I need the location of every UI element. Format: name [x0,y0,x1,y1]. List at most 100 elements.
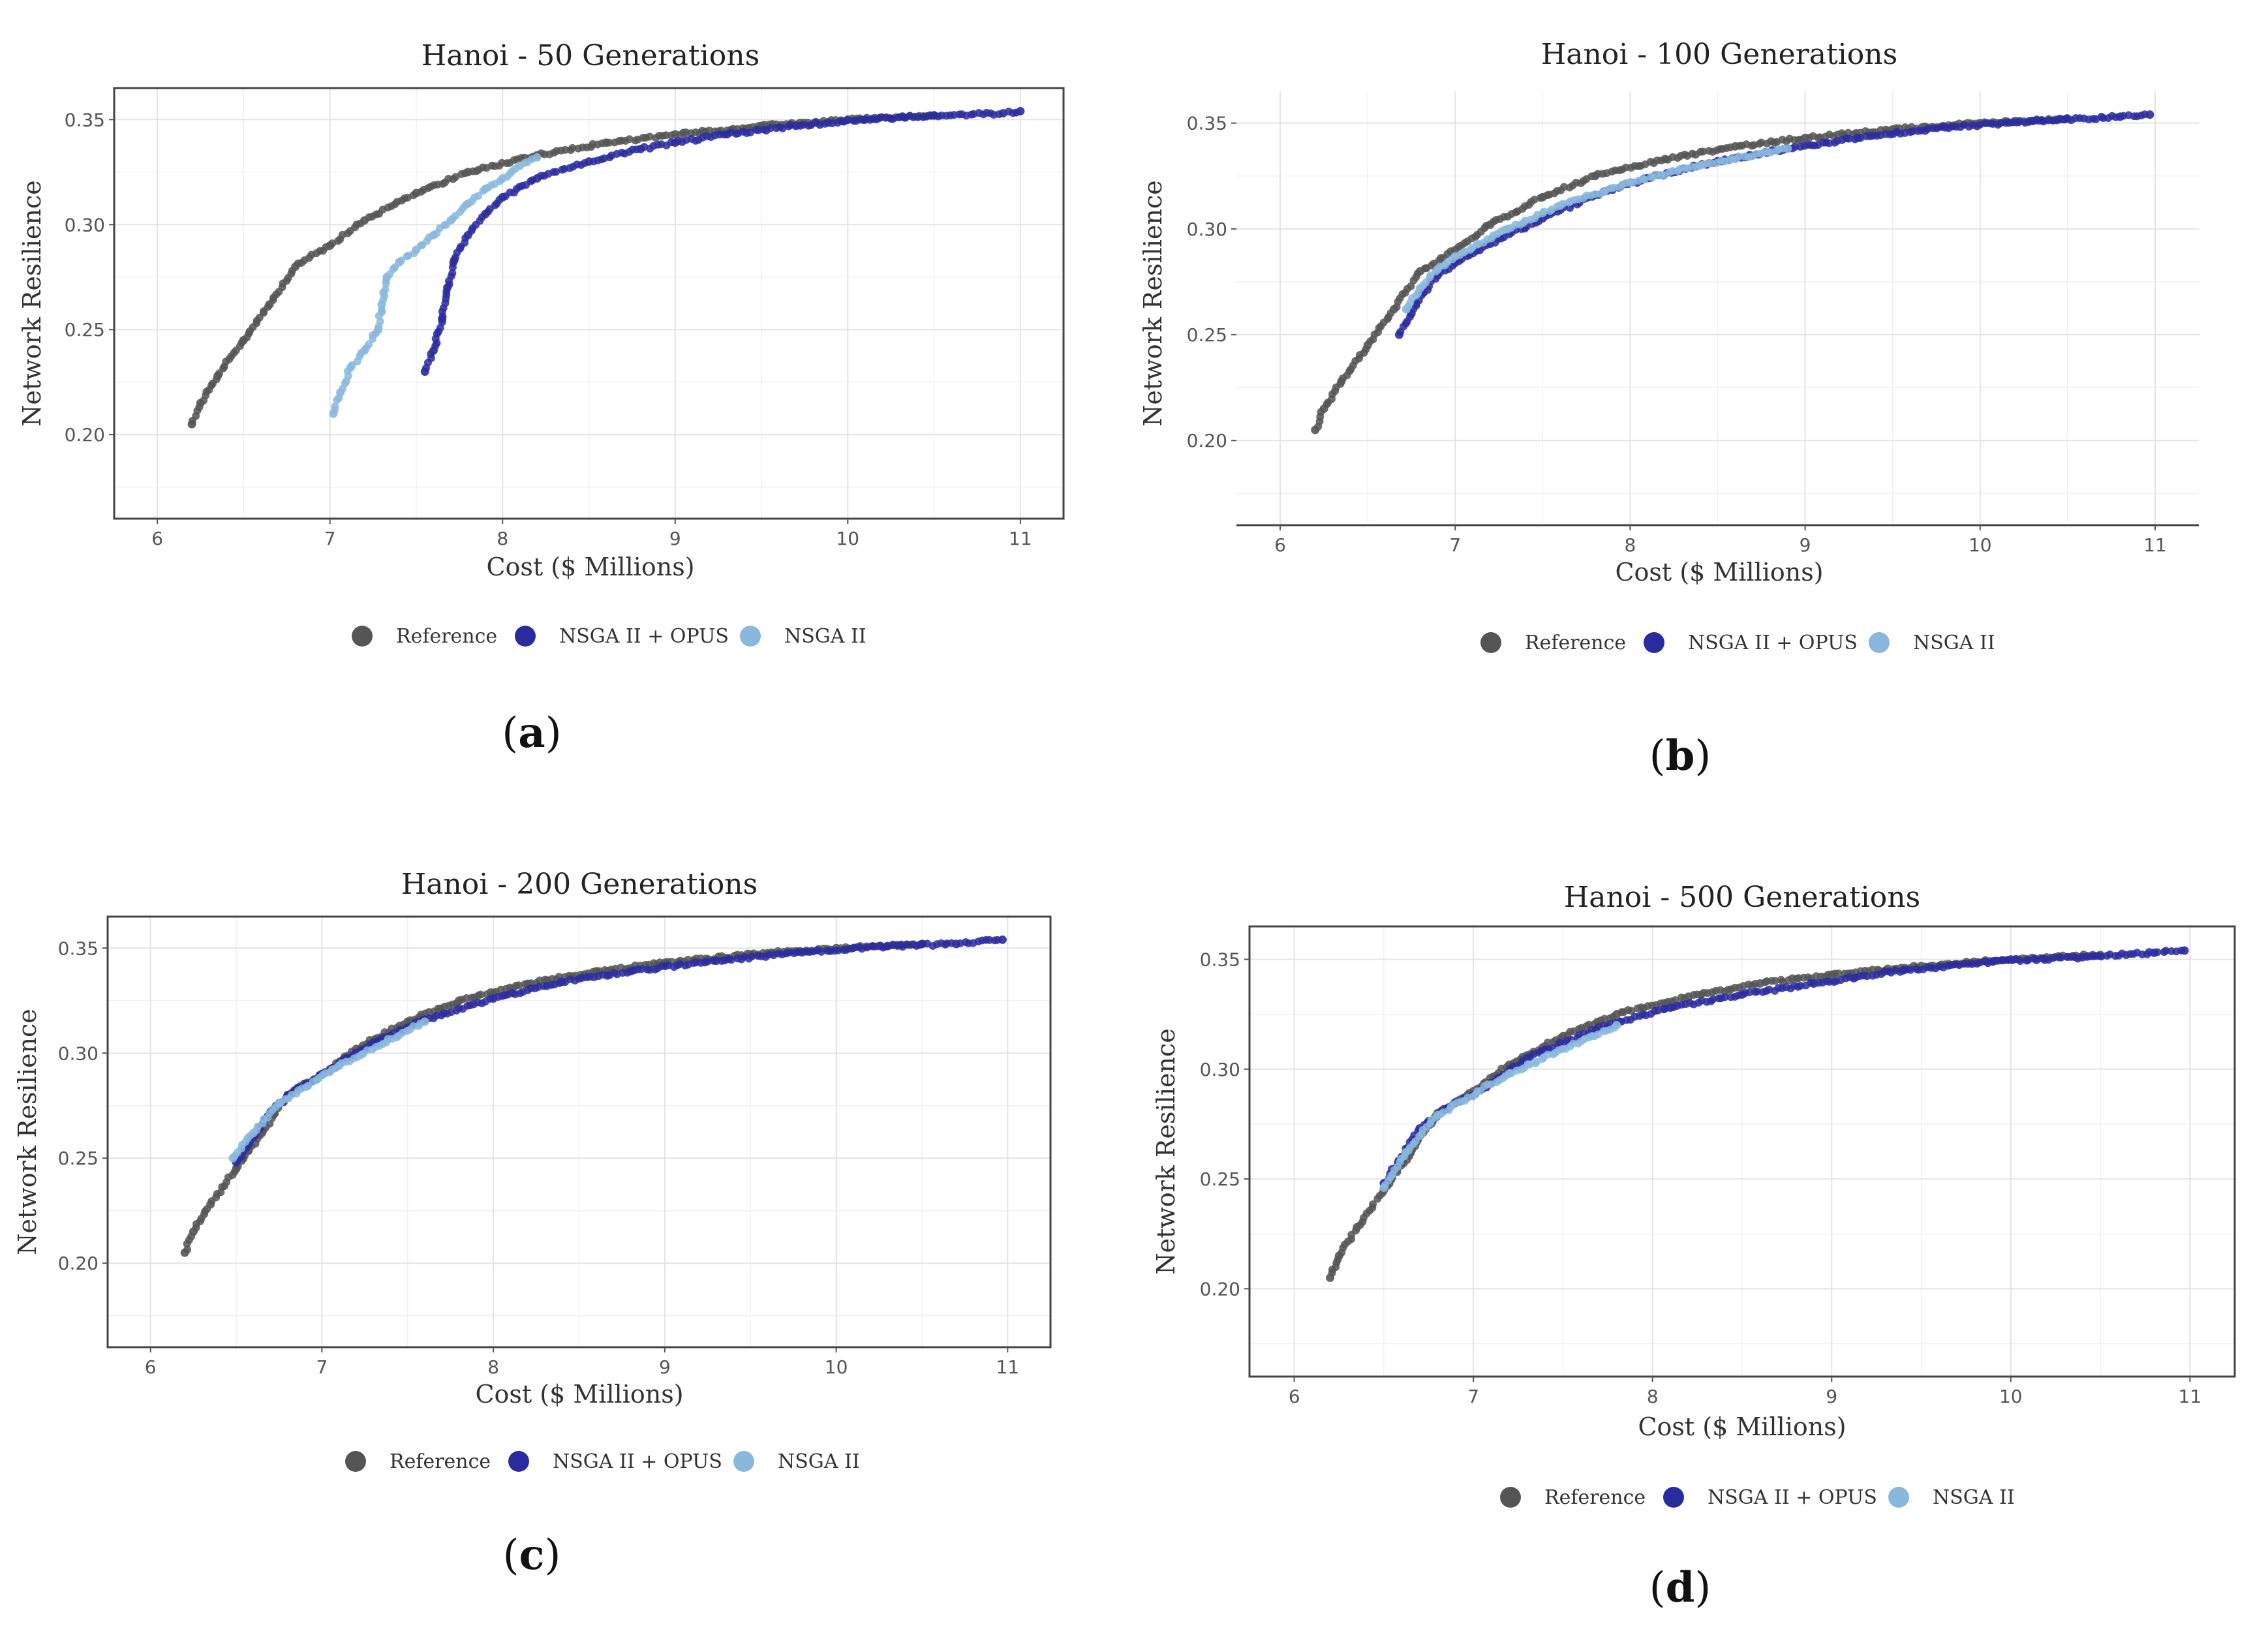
data-point [1721,993,1729,1001]
data-point [1707,159,1715,168]
data-point [2049,954,2057,962]
data-point [817,947,825,956]
data-point [746,129,755,137]
legend: Reference NSGA II + OPUS NSGA II [352,625,866,648]
legend-marker-nsga [1888,1487,1909,1508]
legend-label: Reference [1525,632,1626,654]
x-tick-label: 9 [659,1356,671,1378]
x-tick-label: 9 [1826,1386,1837,1407]
data-point [2145,110,2154,119]
y-tick-label: 0.35 [65,109,105,130]
legend-label: NSGA II [1913,632,1995,654]
x-tick-label: 10 [825,1356,848,1378]
legend-marker-reference [352,626,373,647]
data-point [1753,987,1762,996]
x-tick-label: 11 [2143,534,2167,556]
data-point [2057,953,2065,962]
data-point [552,168,560,176]
data-point [331,402,339,410]
chart-title: Hanoi - 100 Generations [1541,38,1897,71]
legend-label: Reference [1544,1486,1646,1509]
legend-label: NSGA II + OPUS [559,625,729,648]
y-tick-label: 0.30 [1187,219,1227,240]
data-point [568,144,577,152]
x-tick-label: 7 [1467,1386,1479,1407]
data-point [1544,1038,1552,1046]
data-point [1745,988,1754,996]
data-point [1757,138,1766,147]
x-tick-label: 11 [2179,1386,2202,1407]
x-tick-label: 6 [1289,1386,1300,1407]
data-point [1640,175,1649,184]
series-reference [187,111,939,429]
x-axis-label: Cost ($ Millions) [1615,558,1823,587]
legend-marker-reference [345,1451,366,1472]
legend-label: Reference [396,625,497,648]
x-tick-label: 7 [1449,534,1461,556]
legend-marker-nsga_opus [1644,632,1664,653]
plot-frame [113,87,1065,520]
chart-panel-b: 6 7 8 9 10 11 0.20 0.25 0.30 0.35 Hanoi - 100 Gene… [1139,38,2199,780]
y-tick-label: 0.25 [1200,1168,1240,1190]
data-point [727,956,735,964]
legend: Reference NSGA II + OPUS NSGA II [345,1450,860,1473]
data-point [1530,195,1539,204]
data-point [1369,1200,1377,1208]
series-nsga [1402,144,1792,314]
x-tick-label: 6 [145,1356,157,1378]
legend-marker-nsga_opus [508,1451,529,1472]
series-nsga [329,153,542,418]
data-point [1783,144,1792,153]
y-tick-label: 0.30 [65,214,105,236]
data-point [1559,200,1567,208]
data-point [2180,946,2189,955]
data-point [625,135,634,144]
x-tick-label: 7 [324,528,336,549]
legend-label: NSGA II + OPUS [553,1450,722,1473]
legend-label: NSGA II + OPUS [1708,1486,1877,1509]
data-point [1610,183,1618,192]
data-point [870,942,878,951]
y-axis-label: Network Resilience [1152,1028,1180,1274]
y-tick-label: 0.25 [65,319,105,341]
series-nsga [1379,1020,1621,1193]
data-point [1407,282,1415,290]
legend-marker-nsga [740,626,761,647]
data-point [183,1245,192,1254]
data-point [1709,995,1717,1003]
data-point [1627,1007,1636,1015]
data-point [1907,966,1915,974]
y-tick-label: 0.20 [58,1253,99,1274]
chart-title: Hanoi - 500 Generations [1564,881,1920,914]
y-axis-label: Network Resilience [13,1009,42,1255]
y-tick-label: 0.20 [1187,430,1227,451]
data-point [1540,207,1548,216]
data-point [748,953,756,961]
legend: Reference NSGA II + OPUS NSGA II [1500,1486,2015,1509]
data-point [778,124,787,132]
data-point [515,981,523,990]
chart-title: Hanoi - 50 Generations [421,39,759,72]
data-point [420,1017,429,1026]
x-tick-label: 9 [669,528,681,549]
data-point [381,285,390,294]
data-point [448,269,457,277]
data-point [1791,143,1800,151]
x-tick-label: 8 [487,1356,499,1378]
data-point [1863,972,1871,981]
y-tick-label: 0.35 [1200,949,1240,970]
panel-label: (a) [502,709,561,757]
y-tick-label: 0.30 [1200,1059,1240,1080]
data-point [1699,147,1708,156]
x-tick-label: 10 [836,528,859,549]
y-tick-label: 0.20 [1200,1278,1240,1300]
x-tick-label: 8 [1647,1386,1659,1407]
chart-panel-d: 6 7 8 9 10 11 0.20 0.25 0.30 0.35 Hanoi - 500 Gene… [1152,881,2236,1612]
legend: Reference NSGA II + OPUS NSGA II [1480,632,1995,654]
legend-marker-reference [1480,632,1501,653]
y-tick-label: 0.25 [58,1148,99,1169]
x-tick-label: 10 [1999,1386,2023,1407]
data-point [2024,956,2032,964]
data-point [863,943,871,952]
